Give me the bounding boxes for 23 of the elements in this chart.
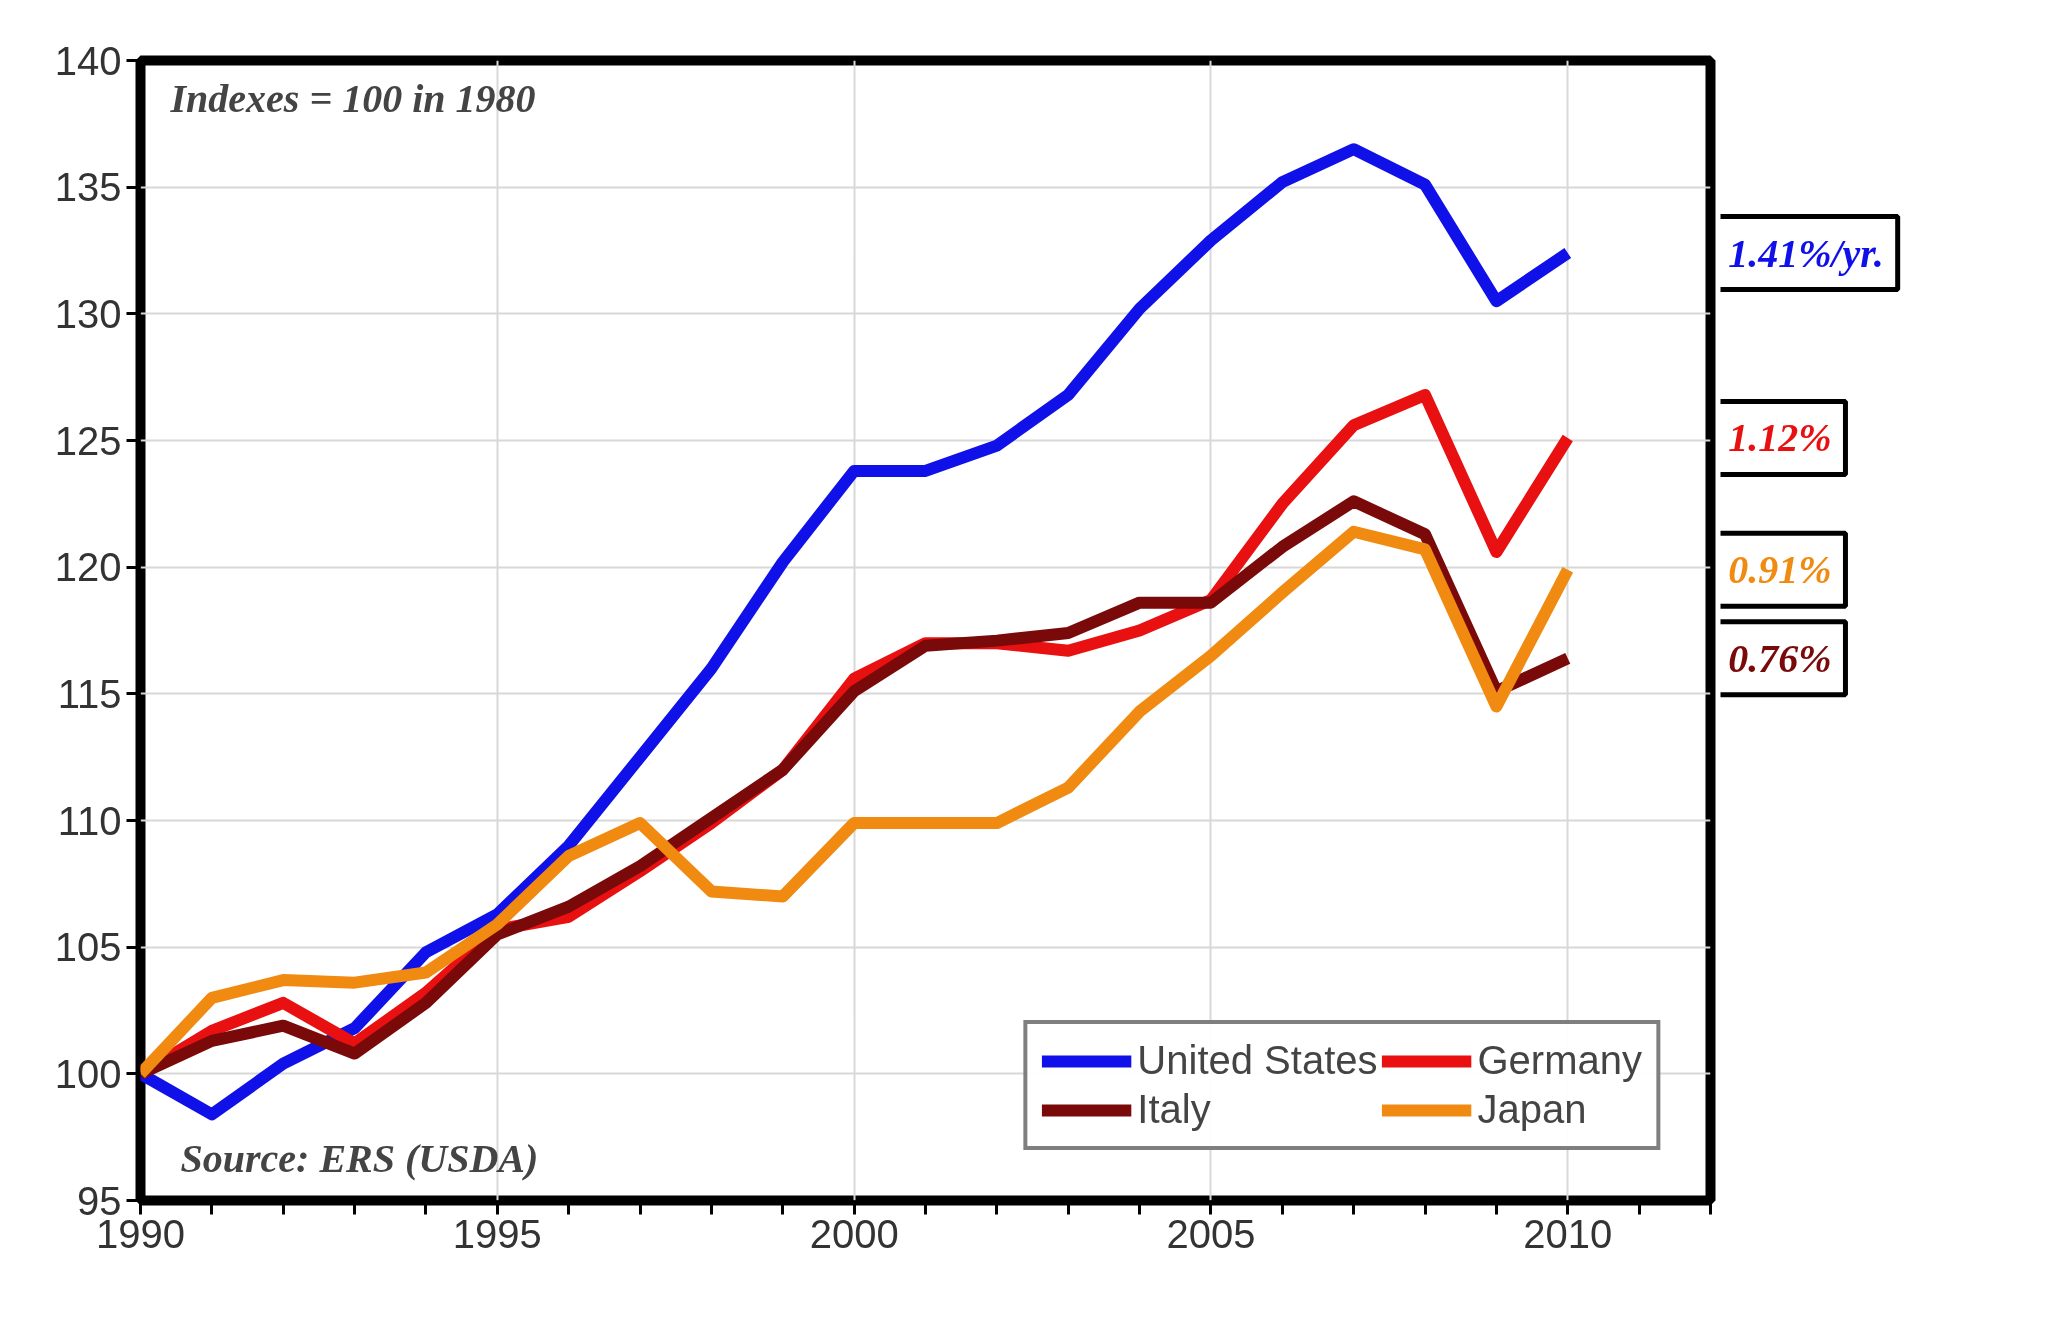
y-tick-label: 135 (54, 165, 122, 210)
x-tick-label: 2000 (809, 1211, 899, 1256)
x-tick-label: 2005 (1166, 1211, 1256, 1256)
legend-label: United States (1137, 1038, 1378, 1083)
y-tick-label: 105 (54, 925, 122, 970)
text: 0.91% (1728, 547, 1832, 593)
y-tick-label: 120 (54, 545, 122, 590)
text: 1.41%/yr. (1728, 230, 1884, 276)
y-tick-label: 110 (57, 798, 122, 843)
text: 0.76% (1728, 635, 1832, 681)
x-tick-label: 2010 (1523, 1211, 1613, 1256)
legend-label: Germany (1477, 1038, 1642, 1083)
y-tick-label: 100 (54, 1051, 122, 1096)
legend-label: Japan (1477, 1087, 1587, 1132)
y-tick-label: 115 (57, 671, 122, 716)
y-tick-label: 130 (54, 291, 122, 336)
annotation: Indexes = 100 in 1980 (169, 75, 536, 121)
y-tick-label: 140 (54, 38, 122, 83)
annotation: Source: ERS (USDA) (180, 1135, 539, 1181)
y-tick-label: 125 (54, 418, 122, 463)
x-tick-label: 1995 (452, 1211, 542, 1256)
text: 1.12% (1728, 415, 1832, 461)
legend-label: Italy (1137, 1087, 1211, 1132)
